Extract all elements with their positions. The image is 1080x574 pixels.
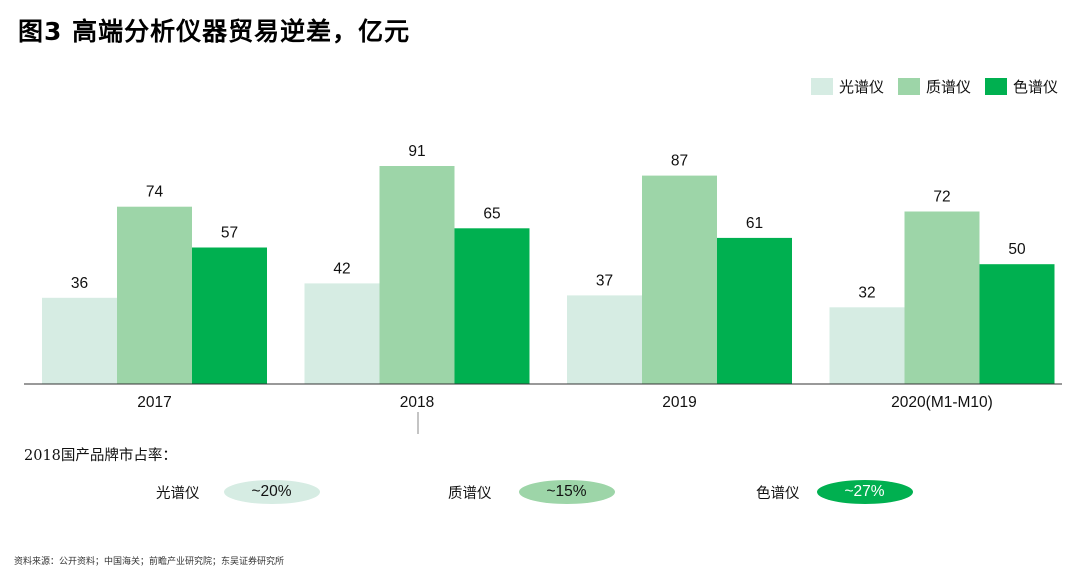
- bar-chart: 36 74 57 42 91 65 37 87 61 32 72 50 2017 2018 2019 202…: [24, 143, 1062, 434]
- market-share-label-zhipuyi: 质谱仪: [448, 485, 492, 502]
- legend-item-sepuyi: 色谱仪: [984, 76, 1058, 97]
- legend-label-guangpuyi: 光谱仪: [838, 78, 884, 96]
- bar-guangpuyi-2: [567, 295, 642, 384]
- legend-swatch-guangpuyi: [810, 78, 833, 95]
- bar-sepuyi-2: [717, 237, 792, 384]
- bar-sepuyi-3: [979, 264, 1055, 384]
- value-label-sepuyi-2: 61: [746, 215, 763, 232]
- bars-group: [42, 166, 1055, 384]
- chart-title: 图3 高端分析仪器贸易逆差，亿元: [18, 17, 411, 46]
- legend-item-zhipuyi: 质谱仪: [897, 76, 971, 97]
- bar-guangpuyi-3: [829, 307, 905, 384]
- value-label-guangpuyi-0: 36: [71, 275, 88, 292]
- value-label-zhipuyi-0: 74: [146, 184, 164, 201]
- bar-guangpuyi-1: [304, 283, 380, 384]
- legend-label-sepuyi: 色谱仪: [1012, 78, 1058, 96]
- x-tick-label-3: 2020(M1-M10): [891, 394, 993, 411]
- market-share-item-guangpuyi: 光谱仪 ~20%: [156, 480, 320, 504]
- value-label-sepuyi-3: 50: [1008, 241, 1026, 258]
- bar-zhipuyi-3: [904, 211, 980, 384]
- market-share-title: 2018国产品牌市占率：: [24, 448, 177, 464]
- market-share-item-sepuyi: 色谱仪 ~27%: [756, 480, 913, 504]
- x-tick-label-0: 2017: [137, 394, 171, 411]
- market-share-pill-sepuyi: ~27%: [816, 480, 913, 504]
- market-share-pill-zhipuyi: ~15%: [518, 480, 615, 504]
- market-share-label-guangpuyi: 光谱仪: [156, 485, 200, 502]
- legend-item-guangpuyi: 光谱仪: [810, 76, 884, 97]
- value-label-guangpuyi-3: 32: [858, 284, 875, 301]
- x-tick-labels-group: 2017 2018 2019 2020(M1-M10): [137, 394, 993, 411]
- market-share-pill-guangpuyi: ~20%: [223, 480, 320, 504]
- value-label-guangpuyi-1: 42: [333, 260, 350, 277]
- value-label-sepuyi-0: 57: [221, 225, 238, 242]
- value-label-sepuyi-1: 65: [483, 205, 500, 222]
- value-labels-group: 36 74 57 42 91 65 37 87 61 32 72 50: [71, 143, 1026, 301]
- value-label-zhipuyi-1: 91: [408, 143, 425, 160]
- bar-zhipuyi-1: [379, 166, 455, 384]
- bar-sepuyi-1: [454, 228, 530, 384]
- bar-sepuyi-0: [192, 247, 267, 384]
- legend-swatch-zhipuyi: [897, 78, 920, 95]
- source-note: 资料来源：公开资料；中国海关；前瞻产业研究院；东吴证券研究所: [14, 557, 285, 567]
- value-label-guangpuyi-2: 37: [596, 272, 613, 289]
- chart-legend: 光谱仪 质谱仪 色谱仪: [810, 76, 1058, 97]
- x-tick-label-2: 2019: [662, 394, 696, 411]
- bar-guangpuyi-0: [42, 297, 117, 384]
- market-share-item-zhipuyi: 质谱仪 ~15%: [448, 480, 615, 504]
- legend-label-zhipuyi: 质谱仪: [925, 78, 971, 96]
- value-label-zhipuyi-2: 87: [671, 153, 688, 170]
- bar-zhipuyi-2: [642, 175, 717, 384]
- legend-swatch-sepuyi: [984, 78, 1007, 95]
- bar-zhipuyi-0: [117, 206, 192, 384]
- market-share-label-sepuyi: 色谱仪: [756, 485, 800, 502]
- value-label-zhipuyi-3: 72: [933, 189, 950, 206]
- x-tick-label-1: 2018: [400, 394, 434, 411]
